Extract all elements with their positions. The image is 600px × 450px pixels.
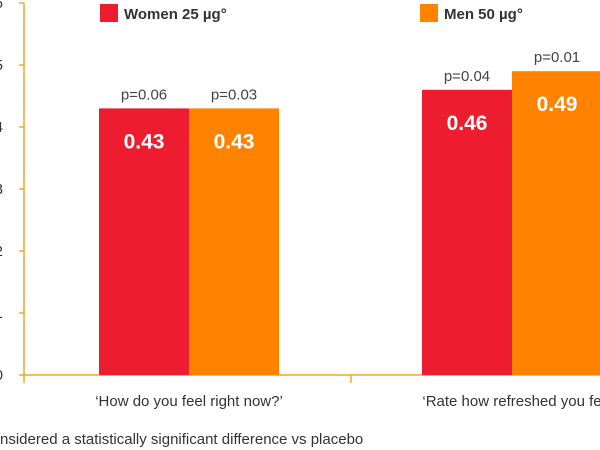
legend: Women 25 µg° Men 50 µg°	[100, 4, 523, 23]
bar-value-label: 0.43	[124, 130, 165, 153]
legend-swatch	[420, 4, 438, 22]
legend-label: Men 50 µg°	[444, 6, 523, 23]
p-value-label: p=0.01	[534, 49, 580, 66]
bar	[512, 71, 600, 375]
y-tick-label: 5	[0, 57, 3, 74]
p-value-label: p=0.03	[211, 86, 257, 103]
legend-label: Women 25 µg°	[124, 6, 227, 23]
bar	[189, 108, 279, 376]
legend-swatch	[100, 4, 118, 22]
y-tick-label: 2	[0, 243, 3, 260]
y-tick-label: 6	[0, 0, 3, 12]
y-tick-label: 3	[0, 181, 3, 198]
y-tick-label: 1	[0, 305, 3, 322]
footnote: nsidered a statistically significant dif…	[0, 431, 363, 448]
category-label: ‘Rate how refreshed you fe	[422, 393, 600, 410]
y-tick-label: 4	[0, 119, 3, 136]
bars: 0.43 p=0.06 0.46 p=0.04 0.43 p=0.03 0.49 p=0.01	[99, 49, 600, 376]
y-tick-label: 0	[0, 367, 3, 384]
p-value-label: p=0.04	[444, 68, 490, 85]
bar	[99, 108, 189, 376]
p-value-label: p=0.06	[121, 86, 167, 103]
bar-value-label: 0.49	[537, 93, 578, 116]
bar-value-label: 0.43	[214, 130, 255, 153]
category-label: ‘How do you feel right now?’	[95, 393, 283, 410]
bar-value-label: 0.46	[447, 112, 488, 135]
bar	[422, 89, 512, 376]
